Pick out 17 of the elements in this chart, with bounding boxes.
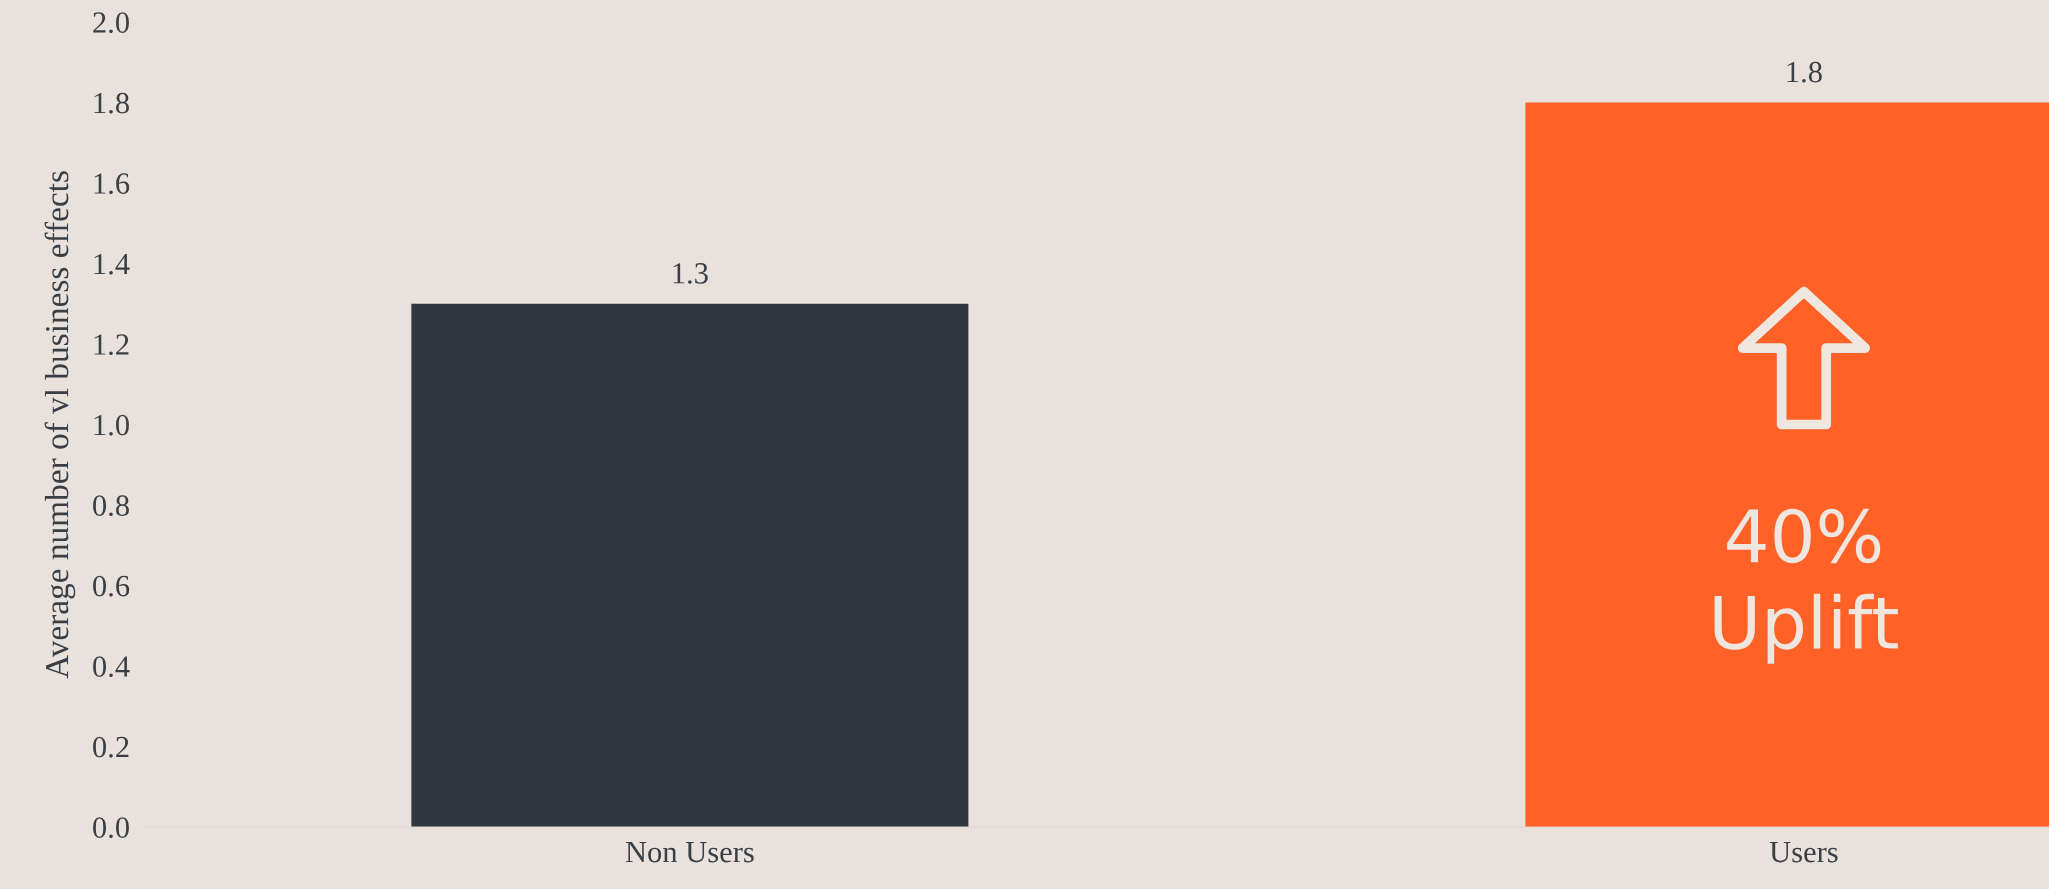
data-label: 1.3 <box>673 263 708 284</box>
y-tick-label: 2.0 <box>93 12 129 34</box>
y-tick-label: 0.6 <box>93 575 130 597</box>
y-tick-label: 1.8 <box>94 92 129 114</box>
x-tick-label: Users <box>1769 842 1838 863</box>
y-tick-label: 0.2 <box>93 736 129 758</box>
y-tick-label: 0.0 <box>93 817 129 839</box>
y-tick-label: 1.2 <box>94 334 129 356</box>
y-tick-label: 0.4 <box>93 656 130 678</box>
y-axis-title: Average number of vl business effects <box>44 171 76 679</box>
x-tick-label: Non Users <box>625 842 754 863</box>
y-tick-label: 1.4 <box>94 253 130 275</box>
y-tick-label: 1.0 <box>94 414 129 436</box>
y-tick-label: 1.6 <box>94 173 130 195</box>
annotation: 40% Uplift <box>1714 508 1898 664</box>
y-tick-label: 0.8 <box>93 495 129 517</box>
data-label: 1.8 <box>1787 61 1822 83</box>
